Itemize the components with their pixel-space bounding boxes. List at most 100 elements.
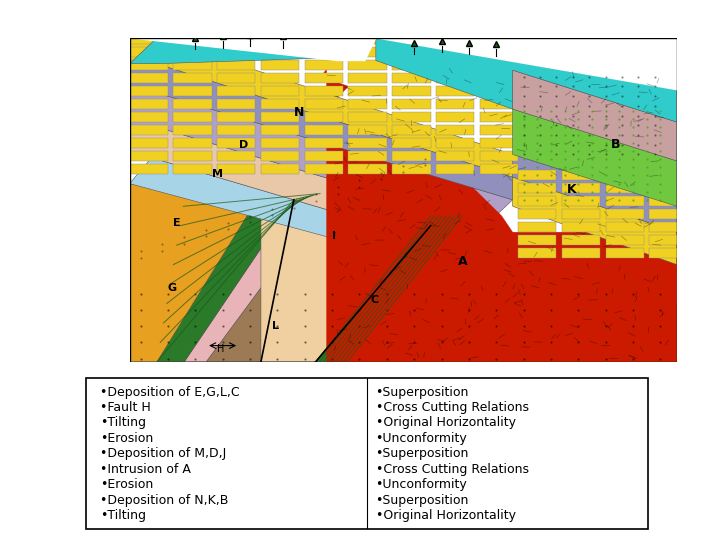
Bar [217, 99, 256, 109]
Bar [649, 183, 688, 193]
Bar [174, 86, 212, 96]
Text: C: C [370, 295, 379, 306]
Bar [217, 164, 256, 174]
Bar [261, 138, 300, 148]
Bar [606, 183, 644, 193]
Bar [130, 86, 168, 96]
Bar [174, 138, 212, 148]
Polygon shape [513, 177, 677, 265]
Polygon shape [261, 193, 431, 362]
Bar [436, 73, 474, 83]
Bar [174, 164, 212, 174]
Bar [348, 86, 387, 96]
Bar [392, 73, 431, 83]
Bar [348, 60, 387, 70]
Text: •Unconformity: •Unconformity [376, 478, 467, 491]
Polygon shape [513, 154, 677, 232]
Bar [217, 125, 256, 135]
Bar [518, 196, 557, 206]
Bar [305, 86, 343, 96]
Polygon shape [130, 38, 348, 60]
Text: •Cross Cutting Relations: •Cross Cutting Relations [376, 463, 528, 476]
Text: •Tilting: •Tilting [101, 509, 146, 522]
Polygon shape [321, 38, 376, 60]
Text: •Tilting: •Tilting [101, 416, 146, 429]
Bar [649, 222, 688, 232]
Bar [392, 47, 431, 57]
Polygon shape [130, 38, 513, 177]
Bar [130, 138, 168, 148]
Bar [436, 60, 474, 70]
Bar [606, 248, 644, 258]
Bar [174, 73, 212, 83]
Bar [562, 209, 600, 219]
Text: •Deposition of E,G,L,C: •Deposition of E,G,L,C [101, 386, 240, 399]
Bar [649, 209, 688, 219]
Text: E: E [174, 218, 181, 228]
Bar [348, 151, 387, 161]
Bar [130, 125, 168, 135]
Bar [480, 73, 518, 83]
Polygon shape [376, 38, 677, 122]
Bar [261, 86, 300, 96]
Bar [392, 138, 431, 148]
Bar [130, 73, 168, 83]
Bar [261, 164, 300, 174]
Polygon shape [130, 184, 677, 362]
Bar [348, 73, 387, 83]
Bar [562, 248, 600, 258]
Bar [649, 170, 688, 180]
Bar [436, 125, 474, 135]
Bar [348, 34, 387, 44]
Polygon shape [315, 216, 458, 362]
Bar [518, 209, 557, 219]
Polygon shape [130, 38, 677, 362]
Text: •Superposition: •Superposition [376, 494, 469, 507]
Bar [305, 60, 343, 70]
Text: •Erosion: •Erosion [101, 432, 153, 445]
Bar [649, 235, 688, 245]
Bar [217, 34, 256, 44]
Bar [562, 235, 600, 245]
Bar [480, 125, 518, 135]
Text: H: H [217, 344, 225, 354]
Bar [518, 248, 557, 258]
Bar [480, 86, 518, 96]
Text: L: L [272, 321, 279, 332]
Bar [348, 47, 387, 57]
Bar [217, 138, 256, 148]
Bar [217, 112, 256, 122]
Bar [130, 112, 168, 122]
Text: •Original Horizontality: •Original Horizontality [376, 509, 516, 522]
Bar [174, 60, 212, 70]
Bar [305, 138, 343, 148]
Bar [348, 164, 387, 174]
Polygon shape [130, 38, 677, 90]
Bar [562, 222, 600, 232]
Bar [217, 86, 256, 96]
Bar [436, 164, 474, 174]
Bar [436, 47, 474, 57]
Bar [606, 170, 644, 180]
Text: •Original Horizontality: •Original Horizontality [376, 416, 516, 429]
Bar [174, 125, 212, 135]
Text: •Erosion: •Erosion [101, 478, 153, 491]
Polygon shape [513, 109, 677, 206]
Bar [130, 164, 168, 174]
Bar [261, 125, 300, 135]
Bar [518, 235, 557, 245]
Bar [480, 34, 518, 44]
Bar [436, 34, 474, 44]
Bar [174, 47, 212, 57]
Text: •Unconformity: •Unconformity [376, 432, 467, 445]
Bar [392, 125, 431, 135]
Text: M: M [212, 169, 222, 179]
Bar [436, 138, 474, 148]
Bar [348, 125, 387, 135]
Text: D: D [239, 140, 248, 150]
Bar [174, 151, 212, 161]
Bar [217, 151, 256, 161]
Polygon shape [130, 93, 513, 226]
Bar [305, 73, 343, 83]
Bar [130, 47, 168, 57]
